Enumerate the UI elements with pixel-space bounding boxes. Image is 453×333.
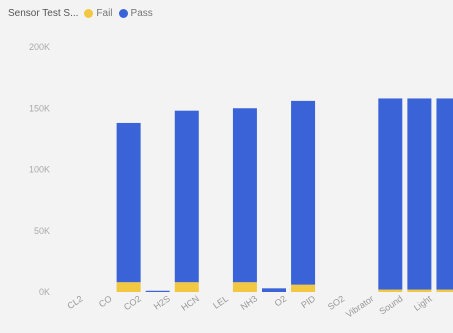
bar-fail-sound — [407, 289, 432, 292]
x-tick-label: Light — [412, 293, 434, 313]
legend-item-pass[interactable]: Pass — [118, 8, 153, 19]
chart-header: Sensor Test S... Fail Pass — [8, 8, 153, 19]
bar-pass-light — [436, 98, 453, 290]
x-tick-label: CO2 — [122, 293, 143, 312]
bar-pass-sound — [407, 98, 432, 290]
x-tick-label: NH3 — [239, 293, 259, 312]
legend-label-pass: Pass — [130, 8, 153, 19]
y-tick-label: 0K — [39, 287, 50, 297]
y-tick-label: 200K — [29, 42, 50, 52]
legend-swatch-fail — [84, 9, 94, 18]
bar-pass-co — [116, 122, 141, 283]
bar-pass-nh3 — [262, 288, 286, 292]
bar-fail-light — [436, 289, 453, 292]
legend-item-fail[interactable]: Fail — [84, 8, 113, 19]
bar-fail-vibrator — [378, 289, 403, 292]
bar-fail-h2s — [174, 282, 199, 292]
x-tick-label: LEL — [211, 293, 230, 310]
x-tick-label: HCN — [179, 293, 201, 312]
bar-fail-co — [116, 282, 141, 292]
y-tick-label: 100K — [29, 165, 50, 175]
legend-swatch-pass — [118, 9, 128, 18]
y-tick-label: 50K — [34, 226, 50, 236]
x-tick-label: O2 — [273, 293, 289, 308]
legend-label-fail: Fail — [96, 8, 113, 19]
bar-pass-o2 — [291, 100, 316, 285]
x-tick-label: SO2 — [326, 293, 346, 312]
x-tick-label: Vibrator — [344, 293, 375, 319]
x-tick-label: Sound — [377, 293, 404, 316]
x-tick-label: CO — [97, 293, 114, 309]
bar-pass-vibrator — [378, 98, 403, 290]
bar-pass-h2s — [174, 110, 199, 283]
bar-pass-lel — [232, 108, 257, 283]
x-tick-label: PID — [299, 293, 317, 310]
y-tick-label: 150K — [29, 103, 50, 113]
bar-pass-co2 — [145, 290, 170, 292]
bar-fail-o2 — [291, 284, 316, 292]
bar-fail-lel — [232, 282, 257, 292]
chart-title: Sensor Test S... — [8, 8, 79, 19]
x-tick-label: CL2 — [65, 293, 84, 311]
x-tick-label: H2S — [152, 293, 172, 311]
